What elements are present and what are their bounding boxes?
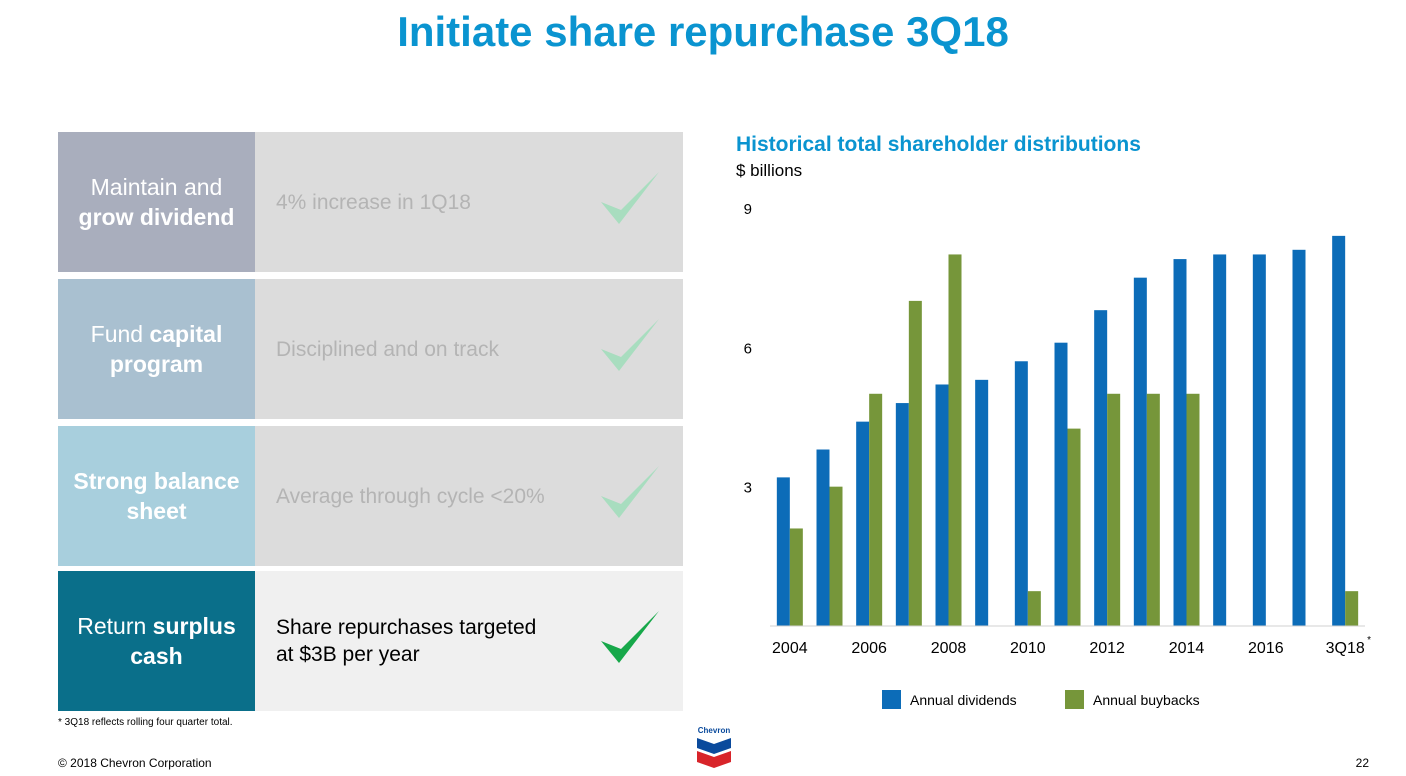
chart-subtitle: $ billions [736,161,803,180]
y-tick-label: 3 [744,480,752,497]
x-tick-label: 2012 [1089,640,1125,657]
x-tick-label: 2008 [931,640,967,657]
priority-description: Average through cycle <20% [255,426,683,566]
dividend-bar [776,477,790,626]
priority-label: Maintain and grow dividend [58,132,255,272]
buyback-bar [908,300,922,626]
checkmark-icon [601,172,659,224]
page-title: Initiate share repurchase 3Q18 [397,8,1009,55]
y-tick-label: 9 [744,201,752,218]
priority-description: Share repurchases targeted at $3B per yea… [255,571,683,711]
dividend-bar [1252,254,1266,626]
dividend-bar [1332,235,1346,626]
priority-row-capital: Fund capital program Disciplined and on t… [58,279,683,419]
x-tick-label: 2010 [1010,640,1046,657]
legend-item-dividends: Annual dividends [882,690,1017,709]
priority-row-surplus-cash: Return surplus cash Share repurchases tar… [58,571,683,711]
dividend-bar [975,379,989,626]
buyback-bar [869,393,883,626]
buyback-bar [1186,393,1200,626]
dividend-bar [816,449,830,626]
legend-label: Annual dividends [910,691,1017,708]
checkmark-icon [601,466,659,518]
buyback-bar [1107,393,1121,626]
page-number: 22 [1355,756,1369,770]
checkmark-icon [601,319,659,371]
buyback-bar [829,486,843,626]
x-tick-label: 2014 [1169,640,1205,657]
priority-description: 4% increase in 1Q18 [255,132,683,272]
dividend-bar [1213,254,1227,626]
priority-label: Strong balance sheet [58,426,255,566]
priority-label: Return surplus cash [58,571,255,711]
copyright: © 2018 Chevron Corporation [58,756,212,770]
priority-row-dividend: Maintain and grow dividend 4% increase in… [58,132,683,272]
dividend-bar [1133,277,1147,626]
x-tick-footnote-marker: * [1367,635,1371,646]
y-tick-label: 6 [744,340,752,357]
x-tick-label: 3Q18 [1326,640,1365,657]
chevron-logo: Chevron [694,726,734,770]
dividend-bar [1014,361,1028,626]
legend-label: Annual buybacks [1093,691,1200,708]
x-tick-label: 2006 [851,640,887,657]
dividend-bar [1173,259,1187,626]
dividend-bar [895,403,909,626]
checkmark-icon [601,611,659,663]
legend-swatch [882,690,901,709]
legend-swatch [1065,690,1084,709]
distributions-bar-chart: 3 6 9 2004 2006 2008 2010 2012 2014 2016 3Q18 * [744,201,1372,657]
priority-row-balance-sheet: Strong balance sheet Average through cycl… [58,426,683,566]
buyback-bar [1345,591,1359,626]
priority-description: Disciplined and on track [255,279,683,419]
x-tick-label: 2016 [1248,640,1284,657]
chevron-logo-icon [697,738,731,768]
x-tick-label: 2004 [772,640,808,657]
chart-title: Historical total shareholder distributio… [736,133,1141,156]
dividend-bar [1054,342,1068,626]
dividend-bar [856,421,870,626]
dividend-bar [1292,249,1306,627]
legend-item-buybacks: Annual buybacks [1065,690,1200,709]
buyback-bar [948,254,962,626]
dividend-bar [935,384,949,626]
buyback-bar [789,528,803,626]
dividend-bar [1094,310,1108,626]
buyback-bar [1067,428,1081,626]
priority-label: Fund capital program [58,279,255,419]
buyback-bar [1027,591,1041,626]
footnote: * 3Q18 reflects rolling four quarter tot… [58,717,233,728]
buyback-bar [1146,393,1160,626]
